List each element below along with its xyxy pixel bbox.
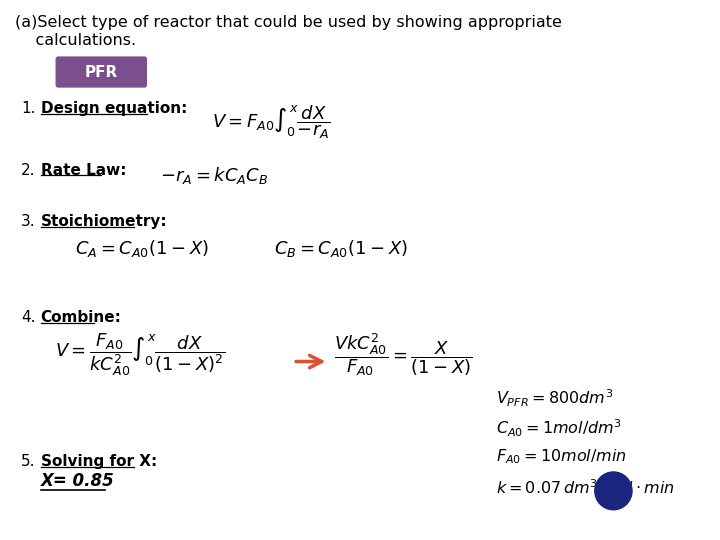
Text: Stoichiometry:: Stoichiometry:: [40, 214, 167, 230]
Text: Solving for X:: Solving for X:: [40, 454, 157, 469]
Text: $C_B = C_{A0}(1-X)$: $C_B = C_{A0}(1-X)$: [274, 238, 408, 259]
Text: 5.: 5.: [21, 454, 35, 469]
Text: $V = \dfrac{F_{A0}}{kC_{A0}^{2}}\int_{0}^{x}\dfrac{dX}{(1-X)^{2}}$: $V = \dfrac{F_{A0}}{kC_{A0}^{2}}\int_{0}…: [55, 332, 225, 379]
Text: $V_{PFR} = 800dm^3$: $V_{PFR} = 800dm^3$: [496, 387, 613, 409]
Text: $-r_A = kC_AC_B$: $-r_A = kC_AC_B$: [160, 165, 269, 186]
Text: 4.: 4.: [21, 310, 35, 325]
Text: $C_A = C_{A0}(1-X)$: $C_A = C_{A0}(1-X)$: [75, 238, 209, 259]
Text: X= 0.85: X= 0.85: [40, 472, 114, 490]
Text: $k = 0.07\,dm^3/mol\cdot min$: $k = 0.07\,dm^3/mol\cdot min$: [496, 477, 675, 497]
Circle shape: [595, 472, 632, 510]
Text: $C_{A0} = 1mol/dm^3$: $C_{A0} = 1mol/dm^3$: [496, 417, 622, 438]
Text: Rate Law:: Rate Law:: [40, 163, 126, 178]
Text: calculations.: calculations.: [15, 33, 136, 48]
Text: PFR: PFR: [85, 64, 118, 79]
Text: (a)Select type of reactor that could be used by showing appropriate: (a)Select type of reactor that could be …: [15, 15, 562, 30]
Text: 1.: 1.: [21, 101, 35, 116]
Text: Design equation:: Design equation:: [40, 101, 187, 116]
Text: 3.: 3.: [21, 214, 35, 230]
FancyBboxPatch shape: [56, 57, 146, 87]
FancyArrowPatch shape: [296, 355, 322, 368]
Text: Combine:: Combine:: [40, 310, 122, 325]
Text: $V = F_{A0}\int_{0}^{x}\dfrac{dX}{-r_A}$: $V = F_{A0}\int_{0}^{x}\dfrac{dX}{-r_A}$: [212, 103, 330, 141]
Text: $F_{A0} = 10mol/min$: $F_{A0} = 10mol/min$: [496, 447, 626, 466]
Text: 2.: 2.: [21, 163, 35, 178]
Text: $\dfrac{VkC_{A0}^{2}}{F_{A0}} = \dfrac{X}{(1-X)}$: $\dfrac{VkC_{A0}^{2}}{F_{A0}} = \dfrac{X…: [334, 332, 473, 379]
